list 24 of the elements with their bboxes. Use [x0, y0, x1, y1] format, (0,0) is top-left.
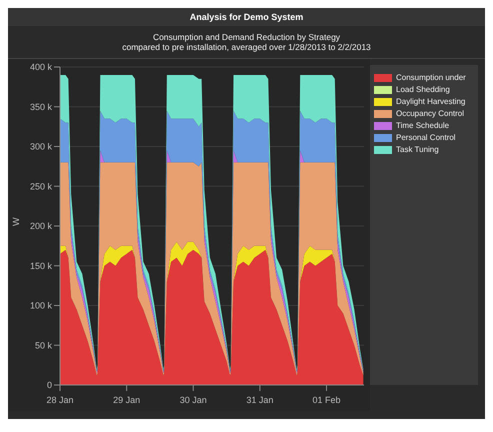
legend-label: Consumption under — [396, 73, 466, 82]
x-tick-label: 28 Jan — [46, 395, 74, 405]
x-tick-label: 31 Jan — [246, 395, 274, 405]
legend-label: Daylight Harvesting — [396, 97, 466, 106]
y-tick-label: 300 k — [30, 142, 52, 152]
x-tick-label: 01 Feb — [312, 395, 341, 405]
y-tick-label: 400 k — [30, 62, 52, 72]
y-tick-label: 100 k — [30, 300, 52, 311]
y-tick-label: 150 k — [30, 260, 52, 271]
legend-label: Load Shedding — [396, 85, 450, 94]
legend-label: Occupancy Control — [396, 109, 464, 118]
x-tick-label: 29 Jan — [113, 395, 140, 405]
y-tick-label: 350 k — [30, 102, 52, 112]
x-tick-label: 30 Jan — [180, 395, 207, 405]
y-tick-label: 200 k — [30, 221, 52, 232]
legend-label: Time Schedule — [396, 121, 450, 130]
chart-title: Analysis for Demo System — [8, 8, 485, 26]
legend-label: Task Tuning — [396, 145, 439, 154]
y-tick-label: 0 — [46, 380, 52, 390]
y-tick-label: 250 k — [30, 181, 52, 192]
y-tick-label: 50 k — [34, 340, 52, 350]
y-axis-title: W — [11, 217, 22, 226]
chart-subtitle: Consumption and Demand Reduction by Strategy compared to pre installation, averaged over 1/28/2013 to 2/2/2013 — [121, 32, 372, 52]
legend-label: Personal Control — [396, 133, 456, 142]
